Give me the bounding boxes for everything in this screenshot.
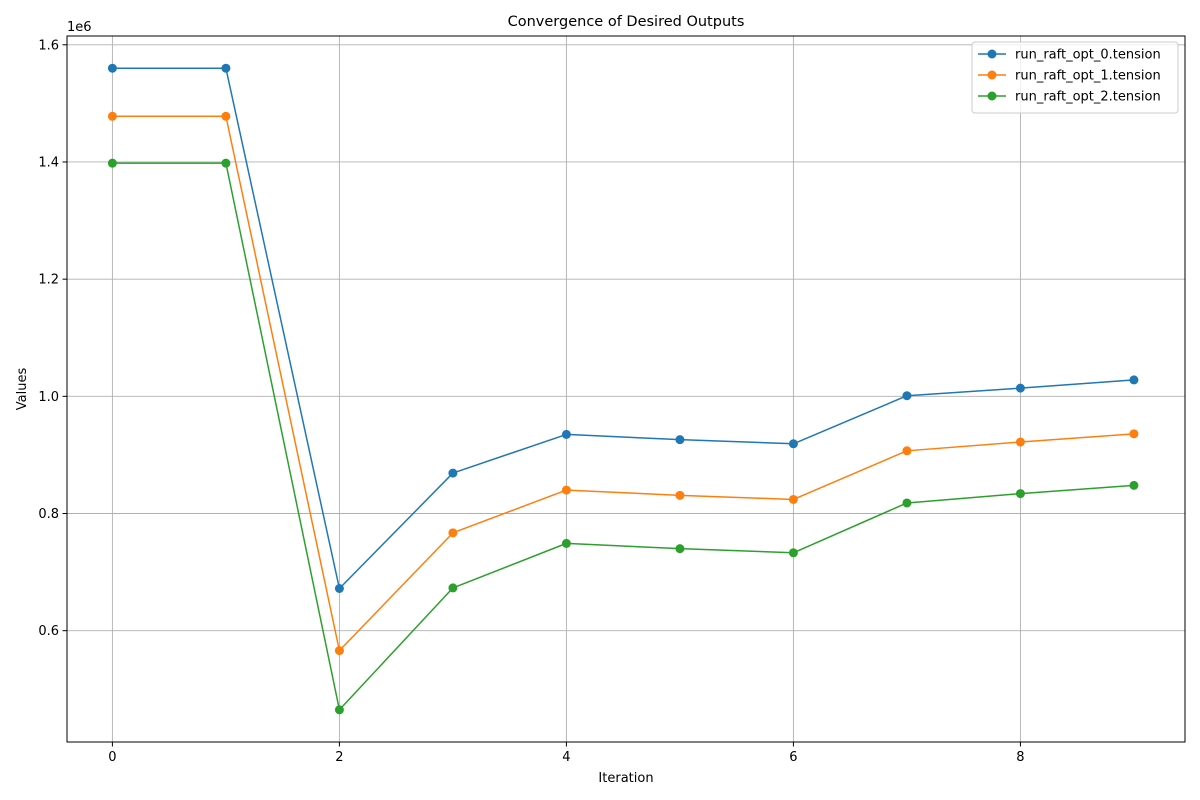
data-point xyxy=(107,111,117,121)
legend-label: run_raft_opt_1.tension xyxy=(1015,69,1161,84)
x-tick-label: 4 xyxy=(562,750,570,765)
data-point xyxy=(448,583,458,593)
data-point xyxy=(675,490,685,500)
series-line xyxy=(112,115,1134,652)
y-tick-label: 1.2 xyxy=(38,273,59,288)
data-point xyxy=(221,111,231,121)
data-point xyxy=(221,63,231,73)
y-tick-label: 0.6 xyxy=(38,624,59,639)
x-tick-label: 6 xyxy=(789,750,797,765)
plot-frame xyxy=(66,35,1186,743)
y-tick-label: 1.0 xyxy=(38,390,59,405)
series-0 xyxy=(107,63,1139,593)
legend-item: run_raft_opt_2.tension xyxy=(978,90,1161,105)
data-point xyxy=(561,485,571,495)
series-2 xyxy=(107,158,1139,715)
y-tick-label: 0.8 xyxy=(38,507,59,522)
x-tick-label: 0 xyxy=(108,750,116,765)
data-point xyxy=(448,528,458,538)
y-axis-label: Values xyxy=(15,368,30,411)
data-point xyxy=(675,544,685,554)
data-point xyxy=(107,158,117,168)
series-1 xyxy=(107,111,1139,656)
x-axis-label: Iteration xyxy=(598,771,653,786)
legend-label: run_raft_opt_0.tension xyxy=(1015,48,1161,63)
legend-marker xyxy=(987,91,997,101)
data-point xyxy=(675,435,685,445)
data-point xyxy=(788,439,798,449)
data-point xyxy=(561,538,571,548)
legend-box xyxy=(971,41,1179,114)
data-point xyxy=(788,494,798,504)
legend-label: run_raft_opt_2.tension xyxy=(1015,90,1161,105)
legend-marker xyxy=(987,70,997,80)
legend-item: run_raft_opt_0.tension xyxy=(978,48,1161,63)
data-point xyxy=(334,583,344,593)
ticks: 0 2 4 6 8 0.6 0.8 1.0 1.2 1.4 1.6 xyxy=(38,38,1024,765)
x-tick-label: 8 xyxy=(1016,750,1024,765)
data-point xyxy=(788,548,798,558)
data-point xyxy=(1015,383,1025,393)
data-point xyxy=(1015,489,1025,499)
series-layer xyxy=(107,63,1139,715)
data-point xyxy=(1129,375,1139,385)
data-point xyxy=(1129,480,1139,490)
chart-title: Convergence of Desired Outputs xyxy=(508,14,745,30)
data-point xyxy=(334,646,344,656)
data-point xyxy=(221,158,231,168)
series-line xyxy=(112,67,1134,590)
data-point xyxy=(902,498,912,508)
data-point xyxy=(448,468,458,478)
data-point xyxy=(1129,429,1139,439)
y-axis-offset-label: 1e6 xyxy=(67,20,92,35)
series-line xyxy=(112,162,1134,711)
data-point xyxy=(334,705,344,715)
y-tick-label: 1.6 xyxy=(38,38,59,53)
data-point xyxy=(1015,437,1025,447)
legend-marker xyxy=(987,49,997,59)
x-tick-label: 2 xyxy=(335,750,343,765)
data-point xyxy=(902,446,912,456)
data-point xyxy=(902,391,912,401)
legend: run_raft_opt_0.tension run_raft_opt_1.ten… xyxy=(971,41,1179,114)
data-point xyxy=(561,429,571,439)
legend-item: run_raft_opt_1.tension xyxy=(978,69,1161,84)
y-tick-label: 1.4 xyxy=(38,155,59,170)
data-point xyxy=(107,63,117,73)
